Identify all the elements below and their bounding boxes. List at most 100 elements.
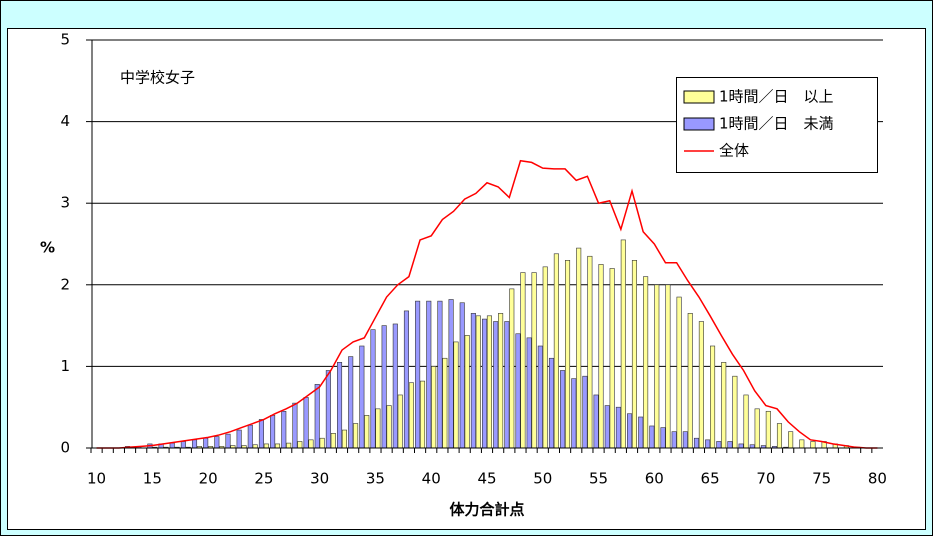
bar [565,260,571,449]
bar [337,362,343,449]
bar [498,313,504,449]
bar [671,431,677,449]
bar [437,300,443,449]
bar [520,272,526,449]
x-tick-label: 40 [422,470,441,488]
bar [710,345,716,449]
bar [716,441,722,449]
bar [359,345,365,449]
bar [459,302,465,449]
bar [464,335,470,449]
x-tick-label: 35 [366,470,385,488]
bar [654,284,660,449]
legend-swatch [683,117,715,131]
bar [274,443,281,449]
bar [415,300,421,449]
bar [548,357,555,449]
bar [392,323,398,449]
bar [442,357,448,449]
bar [426,300,432,449]
bar [682,431,688,449]
x-tick-label: 75 [812,470,831,488]
bar [571,378,577,449]
bar [598,264,604,449]
bar [303,397,309,449]
bar [799,439,805,449]
bar [531,272,537,449]
bar [308,439,314,449]
x-tick-label: 30 [310,470,329,488]
bar [665,284,671,449]
bar [486,315,492,449]
bar [263,443,269,449]
bar [341,429,347,449]
line [96,159,878,449]
annotation: 中学校女子 [120,69,195,87]
bar [348,356,354,449]
legend-swatch [683,90,715,104]
y-tick-label: 1 [60,357,70,375]
x-tick-label: 70 [756,470,775,488]
bar [537,345,543,449]
bar [403,310,409,449]
y-tick-label: 0 [60,439,70,457]
x-tick-label: 10 [87,470,106,488]
bar [638,416,644,449]
bar [788,431,794,449]
x-tick-label: 55 [589,470,608,488]
x-tick-label: 45 [477,470,496,488]
bar [693,437,700,449]
x-tick-label: 25 [254,470,273,488]
y-tick-label: 2 [60,275,70,293]
bar [620,239,626,449]
x-tick-label: 80 [868,470,887,488]
bar [375,408,381,449]
bar [292,402,298,449]
bar [482,318,488,449]
bar [504,321,510,449]
y-tick-label: 3 [60,194,70,212]
bar [776,423,783,449]
bar [169,442,175,449]
bar [738,443,744,449]
bar [754,408,760,449]
bar [705,439,711,449]
bar [615,406,621,449]
bar [325,370,331,449]
bar [470,313,476,449]
bar [448,299,454,449]
x-tick-label: 65 [701,470,720,488]
bar [631,260,637,449]
x-tick-label: 15 [143,470,162,488]
bar [364,415,370,449]
bar [408,382,414,449]
bar [553,253,559,449]
bar [649,425,655,449]
x-axis-label: 体力合計点 [449,501,524,519]
bar [370,329,376,449]
legend-label: 1時間／日 未満 [719,115,834,133]
bar [453,341,459,449]
y-axis-label: % [40,239,55,257]
bar [526,337,532,449]
bar [353,423,359,449]
bar [604,405,610,449]
bar [236,429,242,449]
bar [509,288,515,449]
bar [475,315,481,449]
legend-label: 1時間／日 以上 [719,88,834,106]
bar [765,410,771,449]
bar [732,375,738,449]
bar [721,362,727,449]
bar [281,410,287,449]
bar [560,370,566,449]
bar [660,427,666,449]
bar [314,384,320,449]
bar [225,433,231,449]
bar [576,247,582,449]
bar [643,276,649,449]
bar [191,439,198,449]
bar [542,266,548,449]
